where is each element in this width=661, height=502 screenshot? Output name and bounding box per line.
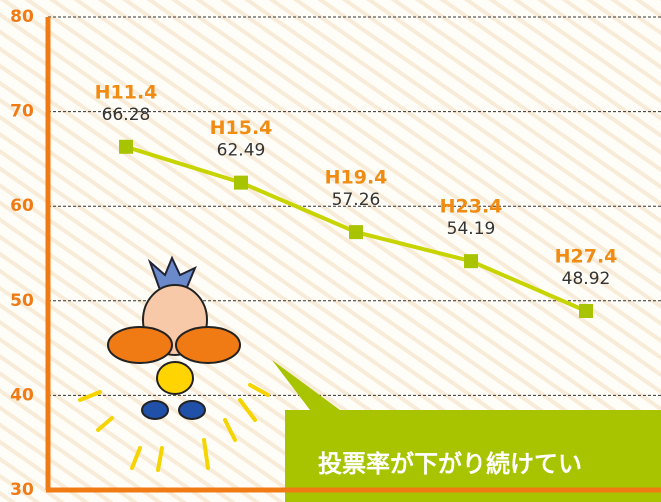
- y-tick-label: 60: [10, 196, 34, 216]
- category-label: H19.4: [325, 167, 388, 189]
- value-label: 62.49: [217, 141, 266, 161]
- value-label: 66.28: [102, 105, 151, 125]
- y-tick-label: 30: [10, 480, 34, 500]
- data-point: [464, 254, 478, 268]
- category-label: H23.4: [440, 196, 503, 218]
- callout-text: 投票率が下がり続けてい: [318, 450, 582, 478]
- y-tick-label: 50: [10, 291, 34, 311]
- data-point: [349, 225, 363, 239]
- category-label: H15.4: [210, 117, 273, 139]
- value-label: 57.26: [332, 190, 381, 210]
- y-tick-label: 40: [10, 385, 34, 405]
- data-point: [119, 140, 133, 154]
- chart: H11.466.28 H15.462.49 H19.457.26 H23.454.19…: [0, 0, 661, 502]
- y-tick-label: 70: [10, 102, 34, 122]
- category-label: H11.4: [95, 81, 158, 103]
- value-label: 54.19: [447, 219, 496, 239]
- y-tick-label: 80: [10, 7, 34, 27]
- value-label: 48.92: [562, 269, 611, 289]
- data-point: [234, 176, 248, 190]
- category-label: H27.4: [555, 246, 618, 268]
- data-point: [579, 304, 593, 318]
